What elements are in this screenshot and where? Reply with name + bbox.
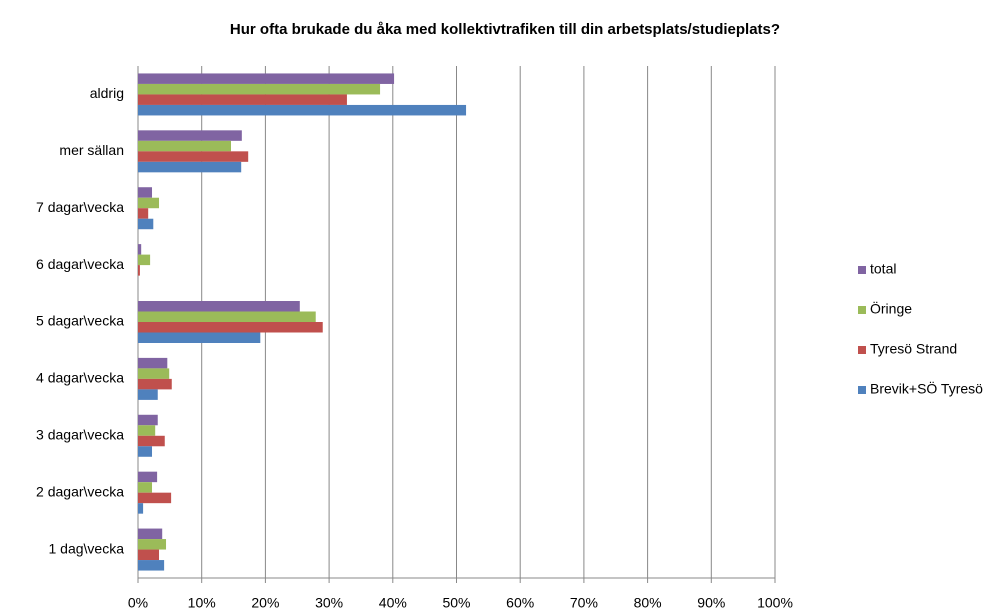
chart-title: Hur ofta brukade du åka med kollektivtra… <box>230 21 780 38</box>
y-tick-label: 7 dagar\vecka <box>36 199 124 215</box>
y-tick-label: mer sällan <box>59 142 124 158</box>
bar <box>138 161 242 173</box>
x-tick-label: 70% <box>570 595 598 611</box>
bar <box>138 94 347 105</box>
y-tick-label: 6 dagar\vecka <box>36 256 124 272</box>
legend-swatch <box>858 386 866 394</box>
bar <box>138 311 316 322</box>
bar <box>138 389 158 400</box>
legend-label: Brevik+SÖ Tyresö <box>870 380 983 397</box>
bar <box>138 368 170 379</box>
y-tick-label: 1 dag\vecka <box>49 540 125 556</box>
x-tick-label: 10% <box>188 595 216 611</box>
y-tick-label: 3 dagar\vecka <box>36 426 124 442</box>
bar <box>138 332 261 343</box>
bar <box>138 140 232 152</box>
legend-label: Öringe <box>870 300 912 317</box>
bar <box>138 197 160 209</box>
bar <box>138 301 300 312</box>
x-tick-label: 0% <box>128 595 148 611</box>
y-tick-label: 2 dagar\vecka <box>36 483 124 499</box>
bar <box>138 560 165 571</box>
legend-label: total <box>870 261 896 277</box>
bar <box>138 528 163 540</box>
x-tick-label: 60% <box>506 595 534 611</box>
y-tick-label: 4 dagar\vecka <box>36 370 124 386</box>
x-tick-label: 20% <box>251 595 279 611</box>
bar <box>138 151 249 162</box>
bar <box>138 482 153 493</box>
bar <box>138 83 381 95</box>
bar <box>138 208 149 219</box>
bar <box>138 218 154 230</box>
legend-label: Tyresö Strand <box>870 341 957 357</box>
bar <box>138 244 142 255</box>
y-tick-label: 5 dagar\vecka <box>36 313 124 329</box>
bar <box>138 425 156 436</box>
bar <box>138 378 172 390</box>
bar <box>138 73 395 84</box>
bar <box>138 471 158 483</box>
bar <box>138 539 167 550</box>
legend-swatch <box>858 346 866 354</box>
bar <box>138 322 323 333</box>
x-tick-label: 30% <box>315 595 343 611</box>
bar <box>138 265 140 276</box>
bar <box>138 549 160 561</box>
bar <box>138 357 168 369</box>
x-tick-label: 80% <box>634 595 662 611</box>
bar <box>138 503 144 514</box>
y-tick-label: aldrig <box>90 85 124 101</box>
bar <box>138 130 242 141</box>
bar <box>138 492 172 504</box>
bar <box>138 414 158 426</box>
bar <box>138 446 153 457</box>
bar <box>138 435 165 447</box>
legend-swatch <box>858 266 866 274</box>
bar <box>138 187 153 198</box>
legend-swatch <box>858 306 866 314</box>
x-tick-label: 100% <box>757 595 793 611</box>
bar <box>138 104 467 116</box>
x-tick-label: 90% <box>697 595 725 611</box>
x-tick-label: 40% <box>379 595 407 611</box>
x-tick-label: 50% <box>442 595 470 611</box>
bar <box>138 254 151 266</box>
